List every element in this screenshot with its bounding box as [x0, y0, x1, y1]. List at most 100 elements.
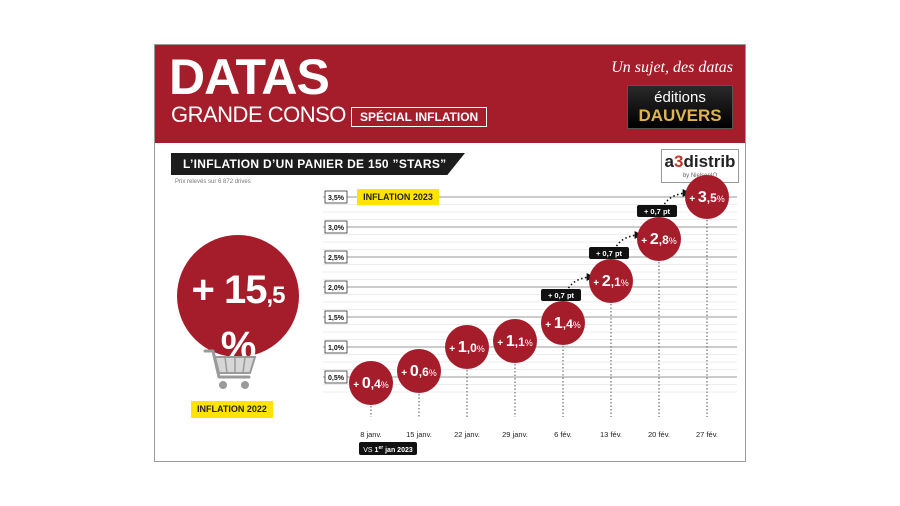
y-tick-box — [324, 280, 348, 294]
data-label-integer: 0 — [362, 375, 371, 392]
annotation-arrow — [562, 273, 595, 304]
brand-subtitle: GRANDE CONSO — [171, 102, 346, 127]
data-label-decimal: ,4 — [563, 317, 573, 331]
y-tick-box — [324, 190, 348, 204]
baseline-note-main: 1 — [375, 447, 379, 454]
annotation-box — [589, 247, 629, 259]
baseline-note-rest: jan 2023 — [383, 447, 413, 454]
data-label-integer: 1 — [554, 315, 563, 332]
special-badge: SPÉCIAL INFLATION — [351, 107, 488, 127]
data-label-prefix: + — [401, 368, 410, 379]
data-label-unit: % — [717, 194, 725, 204]
data-label-integer: 2 — [650, 231, 659, 248]
annotation-box — [541, 289, 581, 301]
data-label-decimal: ,1 — [515, 335, 525, 349]
y-tick-label: 1,5% — [328, 315, 345, 322]
y-tick-label: 2,5% — [328, 255, 345, 262]
tagline: Un sujet, des datas — [611, 59, 733, 76]
annotation-label: + 0,7 pt — [644, 207, 671, 216]
data-label: + 2,1% — [593, 273, 629, 290]
publisher-logo: éditions DAUVERS — [627, 85, 733, 129]
shopping-cart-icon — [203, 349, 257, 389]
chart-title: INFLATION 2023 — [363, 192, 433, 202]
data-label-decimal: ,8 — [659, 233, 669, 247]
data-label-prefix: + — [497, 338, 506, 349]
data-label: + 2,8% — [641, 231, 677, 248]
data-label-unit: % — [621, 278, 629, 288]
data-point — [493, 319, 537, 363]
partner-name-c: distrib — [683, 152, 736, 171]
baseline-note-box — [359, 442, 417, 455]
partner-name: a3distrib — [662, 152, 738, 172]
data-label-unit: % — [525, 338, 533, 348]
data-label-integer: 0 — [410, 363, 419, 380]
y-tick-box — [324, 220, 348, 234]
data-label: + 1,1% — [497, 333, 533, 350]
x-tick-label: 27 fév. — [696, 430, 718, 439]
y-tick-label: 2,0% — [328, 285, 345, 292]
chart-title-badge — [357, 189, 439, 205]
data-label-decimal: ,4 — [371, 377, 381, 391]
header-banner: DATAS GRANDE CONSO SPÉCIAL INFLATION Un … — [155, 45, 745, 143]
source-note: Prix relevés sur 6 872 drives — [175, 179, 251, 185]
data-label-integer: 2 — [602, 273, 611, 290]
data-label: + 0,4% — [353, 375, 389, 392]
annotation-box — [637, 205, 677, 217]
x-tick-label: 13 fév. — [600, 430, 622, 439]
partner-name-b: 3 — [674, 152, 684, 171]
data-label: + 3,5% — [689, 189, 725, 206]
data-label-integer: 1 — [458, 339, 467, 356]
data-label-decimal: ,1 — [611, 275, 621, 289]
y-tick-label: 3,0% — [328, 225, 345, 232]
data-label-prefix: + — [593, 278, 602, 289]
x-tick-label: 20 fév. — [648, 430, 670, 439]
data-label: + 1,4% — [545, 315, 581, 332]
inflation-2022-circle: + 15,5 % — [177, 235, 299, 368]
data-label-decimal: ,6 — [419, 365, 429, 379]
y-tick-label: 0,5% — [328, 375, 345, 382]
data-label-unit: % — [429, 368, 437, 378]
x-tick-label: 22 janv. — [454, 430, 480, 439]
baseline-note-prefix: VS — [363, 447, 374, 454]
data-label-unit: % — [573, 320, 581, 330]
data-label-decimal: ,0 — [467, 341, 477, 355]
annotation-label: + 0,7 pt — [596, 249, 623, 258]
data-point — [589, 259, 633, 303]
baseline-note-sup: er — [378, 445, 383, 451]
inflation-2022-prefix: + — [191, 268, 224, 312]
data-label-decimal: ,5 — [707, 191, 717, 205]
section-title-bar: L’INFLATION D’UN PANIER DE 150 ”STARS” — [171, 153, 465, 175]
data-point — [637, 217, 681, 261]
data-label-unit: % — [381, 380, 389, 390]
brand-title: DATAS — [169, 49, 330, 105]
publisher-logo-bottom: DAUVERS — [638, 106, 722, 125]
section-title: L’INFLATION D’UN PANIER DE 150 ”STARS” — [183, 157, 447, 171]
annotation-arrow — [658, 189, 691, 220]
data-point — [541, 301, 585, 345]
inflation-2023-chart: 0,5%1,0%1,5%2,0%2,5%3,0%3,5% INFLATION 20… — [323, 175, 737, 455]
data-label-prefix: + — [545, 320, 554, 331]
y-tick-box — [324, 370, 348, 384]
data-point — [349, 361, 393, 405]
data-label-unit: % — [477, 344, 485, 354]
data-label-unit: % — [669, 236, 677, 246]
data-label-integer: 3 — [698, 189, 707, 206]
data-label: + 1,0% — [449, 339, 485, 356]
y-tick-box — [324, 310, 348, 324]
data-point — [685, 175, 729, 219]
data-label-prefix: + — [449, 344, 458, 355]
y-tick-box — [324, 340, 348, 354]
baseline-note: VS 1er jan 2023 — [363, 445, 413, 454]
data-label-integer: 1 — [506, 333, 515, 350]
data-point — [397, 349, 441, 393]
publisher-logo-top: éditions — [654, 89, 706, 106]
data-label: + 0,6% — [401, 363, 437, 380]
data-label-prefix: + — [353, 380, 362, 391]
y-tick-label: 1,0% — [328, 345, 345, 352]
inflation-2022-integer: 15 — [223, 268, 267, 312]
annotation-arrow — [610, 231, 643, 262]
y-tick-label: 3,5% — [328, 195, 345, 202]
x-tick-label: 15 janv. — [406, 430, 432, 439]
partner-by: by NielsenIQ — [682, 173, 718, 179]
inflation-2022-decimal: ,5 — [266, 282, 285, 309]
